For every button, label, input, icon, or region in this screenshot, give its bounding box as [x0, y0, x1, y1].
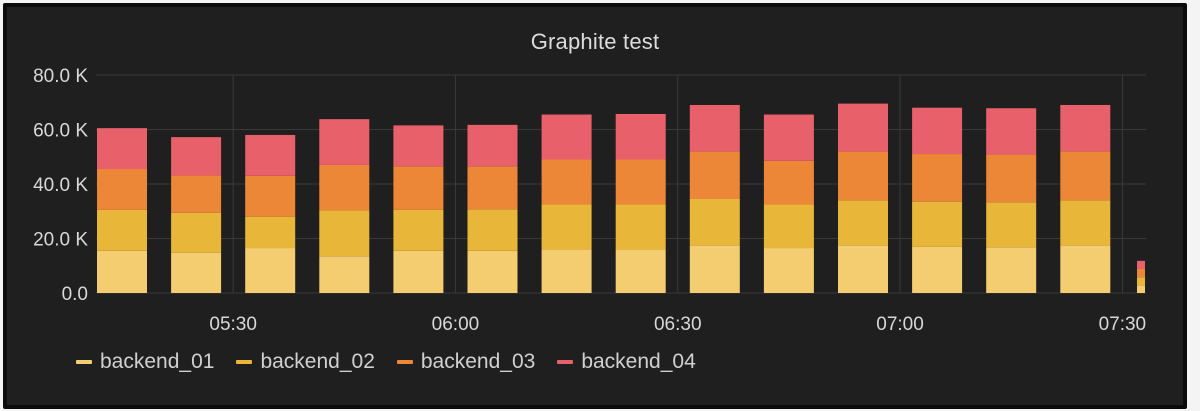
legend: backend_01 backend_02 backend_03 backend_04	[76, 350, 696, 374]
partial-bar-segment-backend_03	[1137, 269, 1145, 278]
y-tick-label: 60.0 K	[33, 121, 88, 142]
bar-segment-backend_02	[319, 210, 370, 257]
bar-segment-backend_02	[171, 212, 222, 253]
bar-segment-backend_02	[763, 204, 814, 249]
bar-segment-backend_02	[912, 201, 963, 247]
bar-segment-backend_02	[986, 202, 1037, 248]
bar-segment-backend_01	[467, 250, 518, 293]
legend-item-backend_01[interactable]: backend_01	[76, 350, 214, 374]
x-tick-label: 06:30	[654, 314, 702, 335]
bar-segment-backend_01	[986, 247, 1037, 293]
bar-segment-backend_03	[838, 151, 888, 201]
bar-segment-backend_03	[171, 175, 222, 213]
bar-segment-backend_01	[1060, 245, 1111, 293]
y-tick-label: 0.0	[62, 284, 88, 305]
bar-segment-backend_02	[467, 209, 518, 251]
y-tick-label: 40.0 K	[33, 175, 88, 196]
bar-segment-backend_01	[97, 250, 147, 293]
bar-segment-backend_01	[393, 250, 444, 293]
legend-item-backend_02[interactable]: backend_02	[236, 350, 375, 374]
bar-segment-backend_03	[1060, 151, 1111, 201]
bar-segment-backend_01	[689, 245, 740, 293]
legend-label: backend_03	[420, 350, 536, 373]
bar-segment-backend_04	[912, 107, 963, 155]
legend-swatch	[76, 360, 92, 364]
bar-segment-backend_04	[319, 119, 370, 165]
bar-segment-backend_04	[171, 137, 222, 176]
x-tick-label: 07:00	[876, 314, 924, 335]
bar-segment-backend_02	[541, 204, 592, 250]
bar-segment-backend_01	[541, 249, 592, 293]
panel-title: Graphite test	[530, 29, 660, 54]
bar-segment-backend_02	[1060, 200, 1111, 246]
bar-segment-backend_04	[838, 103, 888, 152]
legend-label: backend_02	[260, 350, 375, 373]
bar-segment-backend_03	[541, 159, 592, 205]
bar-segment-backend_02	[689, 198, 740, 246]
partial-bar-segment-backend_04	[1137, 260, 1145, 270]
legend-swatch	[557, 360, 574, 364]
bar-segment-backend_01	[319, 256, 370, 293]
legend-swatch	[396, 360, 413, 364]
bar-segment-backend_04	[393, 125, 444, 167]
bar-segment-backend_03	[912, 154, 963, 202]
x-tick-label: 07:30	[1099, 314, 1147, 335]
bar-segment-backend_02	[838, 200, 888, 246]
bar-segment-backend_04	[1060, 104, 1111, 152]
bar-segment-backend_04	[467, 124, 518, 167]
bar-segment-backend_04	[541, 114, 592, 160]
legend-label: backend_01	[100, 350, 215, 373]
bar-segment-backend_02	[615, 204, 666, 250]
legend-item-backend_04[interactable]: backend_04	[557, 350, 696, 374]
bar-segment-backend_03	[393, 166, 444, 210]
bar-segment-backend_03	[986, 154, 1037, 203]
bar-segment-backend_03	[245, 175, 296, 217]
bar-segment-backend_04	[615, 113, 666, 160]
bar-segment-backend_04	[986, 108, 1037, 155]
bar-segment-backend_04	[97, 128, 147, 170]
bar-segment-backend_03	[689, 151, 740, 199]
bar-segment-backend_01	[838, 245, 888, 293]
bar-segment-backend_02	[393, 209, 444, 251]
x-tick-label: 06:00	[432, 314, 480, 335]
bar-segment-backend_04	[689, 104, 740, 152]
bar-segment-backend_02	[97, 209, 147, 251]
legend-item-backend_03[interactable]: backend_03	[396, 350, 536, 374]
bar-segment-backend_03	[763, 160, 814, 205]
bar-segment-backend_01	[912, 246, 963, 293]
bar-segment-backend_01	[763, 248, 814, 293]
x-tick-label: 05:30	[209, 314, 257, 335]
bar-segment-backend_01	[245, 248, 296, 293]
partial-bar-segment-backend_02	[1137, 277, 1145, 286]
y-tick-label: 80.0 K	[33, 66, 88, 87]
bar-segment-backend_03	[319, 164, 370, 211]
bar-segment-backend_04	[763, 114, 814, 161]
bar-segment-backend_03	[615, 159, 666, 205]
bar-segment-backend_01	[615, 249, 666, 293]
partial-bar-segment-backend_01	[1137, 285, 1145, 293]
bar-segment-backend_02	[245, 216, 296, 249]
bar-segment-backend_01	[171, 252, 222, 293]
legend-label: backend_04	[581, 350, 696, 373]
bar-segment-backend_03	[467, 166, 518, 210]
bar-segment-backend_03	[97, 169, 147, 210]
y-tick-label: 20.0 K	[33, 230, 88, 251]
bar-segment-backend_04	[245, 134, 296, 176]
legend-swatch	[236, 360, 253, 364]
